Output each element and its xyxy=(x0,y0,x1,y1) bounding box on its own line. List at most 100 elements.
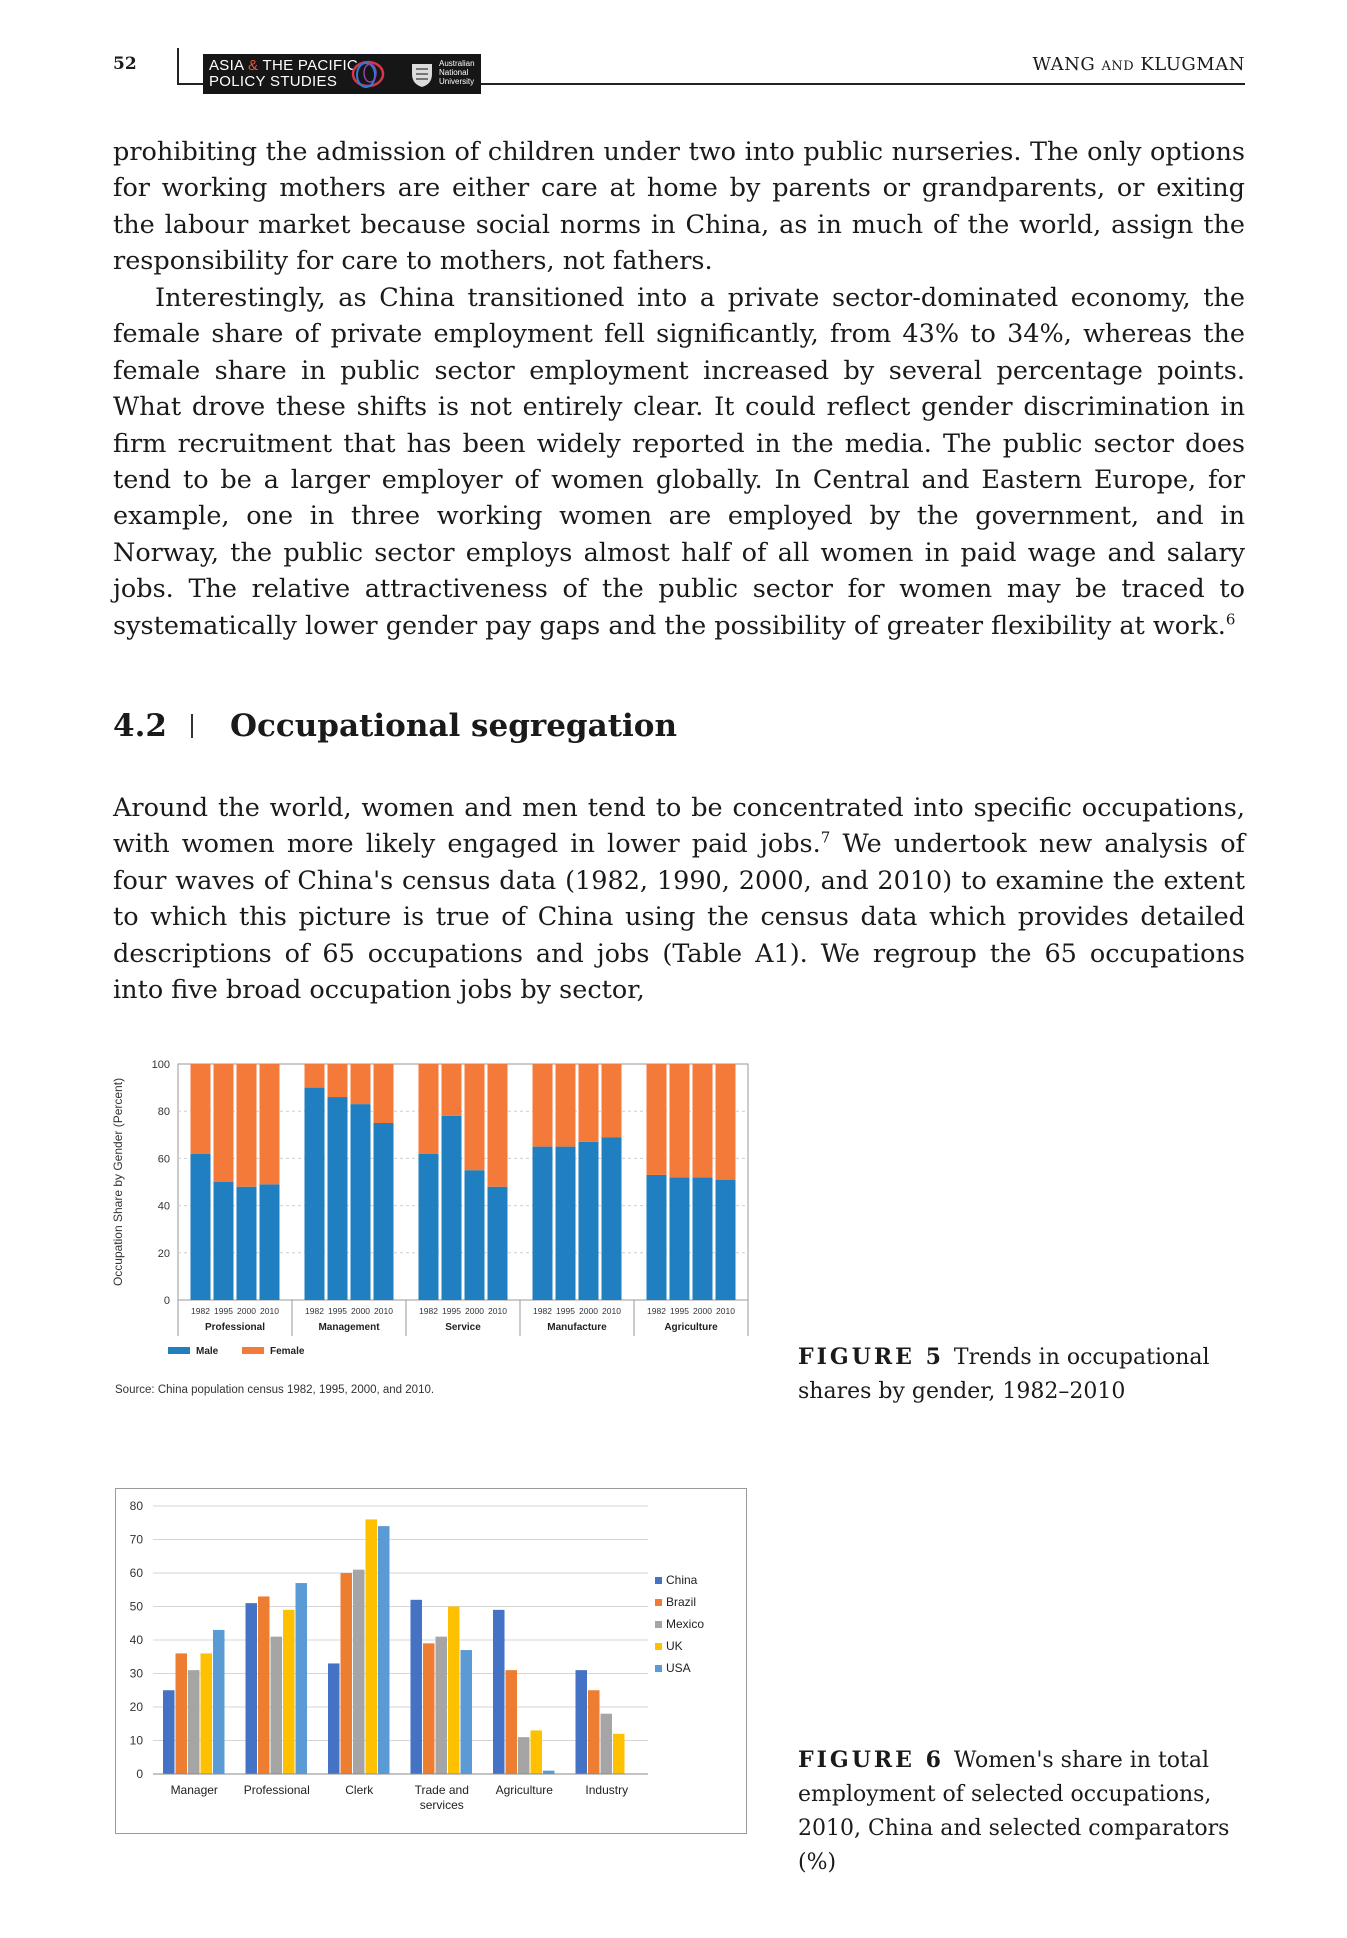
x-tick-label: 2010 xyxy=(374,1306,393,1316)
y-tick-label: 0 xyxy=(164,1295,170,1307)
bar-china-6 xyxy=(575,1670,587,1774)
bar-female-manufacture-2000 xyxy=(578,1064,599,1142)
bar-male-management-1995 xyxy=(327,1097,348,1300)
bar-male-manufacture-1982 xyxy=(532,1146,553,1300)
figure-5-caption: FIGURE 5 Trends in occupational shares by… xyxy=(798,1344,1210,1404)
legend-swatch-china xyxy=(655,1577,662,1584)
x-tick-label: 2010 xyxy=(488,1306,507,1316)
bar-brazil-1 xyxy=(175,1653,187,1774)
category-label: Trade and xyxy=(415,1783,469,1797)
bar-brazil-6 xyxy=(588,1690,600,1774)
y-tick-label: 60 xyxy=(130,1566,144,1580)
figure-5-source: Source: China population census 1982, 19… xyxy=(115,1384,435,1396)
bar-male-manufacture-1995 xyxy=(555,1146,576,1300)
bar-female-service-1982 xyxy=(418,1064,439,1154)
legend-swatch-mexico xyxy=(655,1621,662,1628)
bar-brazil-3 xyxy=(340,1573,352,1774)
y-tick-label: 50 xyxy=(130,1600,144,1614)
journal-name-line1: ASIA & THE PACIFIC xyxy=(209,57,359,74)
y-tick-label: 80 xyxy=(158,1106,170,1118)
bar-female-professional-2010 xyxy=(259,1064,280,1185)
bar-male-agriculture-1982 xyxy=(646,1174,667,1300)
bar-china-2 xyxy=(245,1603,257,1774)
bar-female-service-2000 xyxy=(464,1064,485,1171)
legend-label-china: China xyxy=(666,1573,698,1587)
running-head: WANG AND KLUGMAN xyxy=(1032,54,1245,75)
swirl-logo-icon xyxy=(351,60,385,88)
x-tick-label: 2000 xyxy=(351,1306,370,1316)
university-crest-icon xyxy=(412,64,432,87)
bar-male-professional-1995 xyxy=(213,1182,234,1300)
x-tick-label: 1982 xyxy=(533,1306,552,1316)
legend-label-usa: USA xyxy=(666,1661,691,1675)
bar-female-agriculture-1995 xyxy=(669,1064,690,1178)
x-tick-label: 1995 xyxy=(328,1306,347,1316)
legend-swatch-male xyxy=(168,1347,190,1354)
y-tick-label: 70 xyxy=(130,1533,144,1547)
x-tick-label: 1995 xyxy=(442,1306,461,1316)
bar-male-agriculture-1995 xyxy=(669,1177,690,1300)
y-tick-label: 0 xyxy=(136,1767,143,1781)
y-tick-label: 100 xyxy=(152,1059,170,1071)
bar-female-agriculture-1982 xyxy=(646,1064,667,1175)
legend-label-brazil: Brazil xyxy=(666,1595,696,1609)
bar-female-professional-1995 xyxy=(213,1064,234,1182)
bar-mexico-5 xyxy=(518,1737,530,1774)
header-rule xyxy=(177,83,1245,85)
bar-usa-2 xyxy=(295,1583,307,1774)
y-tick-label: 20 xyxy=(158,1248,170,1260)
category-label: Professional xyxy=(244,1783,310,1797)
bar-female-agriculture-2010 xyxy=(715,1064,736,1180)
x-tick-label: 2000 xyxy=(237,1306,256,1316)
bar-male-service-2000 xyxy=(464,1170,485,1300)
x-tick-label: 1995 xyxy=(556,1306,575,1316)
footnote-ref-6[interactable]: 6 xyxy=(1225,610,1236,629)
x-tick-label: 2010 xyxy=(716,1306,735,1316)
bar-china-5 xyxy=(493,1609,505,1774)
figure-6-label: FIGURE 6 xyxy=(798,1747,944,1773)
x-tick-label: 2010 xyxy=(260,1306,279,1316)
x-tick-label: 2010 xyxy=(602,1306,621,1316)
section-separator xyxy=(191,714,193,738)
figure-6-caption: FIGURE 6 Women's share in total employmen… xyxy=(798,1747,1230,1875)
bar-brazil-4 xyxy=(423,1643,435,1774)
x-tick-label: 2000 xyxy=(465,1306,484,1316)
y-tick-label: 80 xyxy=(130,1499,144,1513)
bar-uk-6 xyxy=(613,1733,625,1774)
y-tick-label: 40 xyxy=(158,1201,170,1213)
section-title: Occupational segregation xyxy=(230,708,678,744)
paragraph-3: Around the world, women and men tend to … xyxy=(113,793,1245,1006)
bar-female-management-1982 xyxy=(304,1064,325,1088)
legend-label-female: Female xyxy=(270,1346,305,1357)
bar-china-1 xyxy=(163,1690,175,1774)
bar-female-manufacture-2010 xyxy=(601,1064,622,1138)
y-tick-label: 60 xyxy=(158,1153,170,1165)
group-label: Agriculture xyxy=(664,1322,718,1333)
paragraph-1: prohibiting the admission of children un… xyxy=(113,137,1245,277)
bar-female-agriculture-2000 xyxy=(692,1064,713,1178)
bar-male-management-2010 xyxy=(373,1123,394,1300)
group-label: Manufacture xyxy=(547,1322,607,1333)
bar-male-management-1982 xyxy=(304,1087,325,1300)
bar-female-management-2010 xyxy=(373,1064,394,1123)
bar-uk-5 xyxy=(530,1730,542,1774)
bar-uk-1 xyxy=(200,1653,212,1774)
bar-mexico-6 xyxy=(600,1713,612,1774)
bar-uk-3 xyxy=(365,1519,377,1774)
legend-swatch-usa xyxy=(655,1665,662,1672)
paragraph-2: Interestingly, as China transitioned int… xyxy=(113,283,1245,641)
category-label: services xyxy=(420,1798,464,1812)
group-label: Management xyxy=(318,1322,380,1333)
bar-china-4 xyxy=(410,1599,422,1774)
bar-male-service-1995 xyxy=(441,1115,462,1300)
journal-logo: ASIA & THE PACIFIC POLICY STUDIES Austra… xyxy=(203,54,481,94)
x-tick-label: 1982 xyxy=(419,1306,438,1316)
x-tick-label: 2000 xyxy=(693,1306,712,1316)
legend-swatch-uk xyxy=(655,1643,662,1650)
x-tick-label: 1982 xyxy=(191,1306,210,1316)
bar-male-management-2000 xyxy=(350,1104,371,1300)
bar-male-professional-2000 xyxy=(236,1186,257,1300)
bar-china-3 xyxy=(328,1663,340,1774)
legend-label-uk: UK xyxy=(666,1639,683,1653)
footnote-ref-7[interactable]: 7 xyxy=(820,828,831,847)
